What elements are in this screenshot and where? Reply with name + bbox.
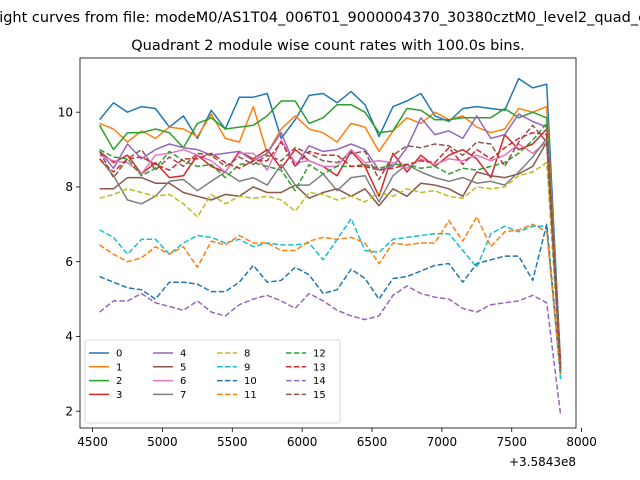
legend-label-15: 15 <box>313 390 326 401</box>
legend-label-11: 11 <box>244 390 257 401</box>
x-tick-label: 5500 <box>217 435 248 449</box>
series-line-7 <box>99 137 562 371</box>
x-axis: 4500 5000 5500 6000 6500 7000 7500 8000 <box>77 428 597 449</box>
legend-label-12: 12 <box>313 349 326 360</box>
series-line-5 <box>99 141 562 374</box>
legend-label-14: 14 <box>313 376 326 387</box>
x-tick-label: 7000 <box>427 435 458 449</box>
series-line-10 <box>99 223 562 374</box>
x-tick-label: 4500 <box>77 435 108 449</box>
y-tick-label: 10 <box>58 105 73 119</box>
series-line-4 <box>99 113 562 367</box>
y-tick-label: 6 <box>65 255 73 269</box>
x-tick-label: 5000 <box>147 435 178 449</box>
series-line-3 <box>99 128 562 374</box>
plot-lines <box>98 77 562 415</box>
series-line-14 <box>99 285 562 415</box>
x-tick-label: 8000 <box>566 435 597 449</box>
legend-label-0: 0 <box>116 349 122 360</box>
legend-label-1: 1 <box>116 362 122 373</box>
y-axis: 2 4 6 8 10 <box>58 105 80 418</box>
series-line-1 <box>99 105 562 369</box>
series-line-8 <box>99 161 562 374</box>
series-line-2 <box>98 100 562 372</box>
legend-label-9: 9 <box>244 362 250 373</box>
legend-label-8: 8 <box>244 349 250 360</box>
x-offset-label: +3.5843e8 <box>509 455 576 469</box>
series-line-15 <box>98 124 562 371</box>
series-line-12 <box>99 122 562 371</box>
legend-box <box>84 339 341 424</box>
x-tick-label: 6500 <box>357 435 388 449</box>
legend-label-2: 2 <box>116 376 122 387</box>
series-line-11 <box>99 216 562 374</box>
y-tick-label: 8 <box>65 180 73 194</box>
plot-frame <box>79 57 577 429</box>
y-tick-label: 2 <box>65 404 73 418</box>
legend-label-13: 13 <box>313 362 326 373</box>
legend-label-7: 7 <box>180 390 186 401</box>
chart-title: Quadrant 2 module wise count rates with … <box>131 38 525 54</box>
series-line-0 <box>99 77 562 365</box>
legend-label-6: 6 <box>180 376 186 387</box>
series-line-6 <box>99 139 562 371</box>
series-line-9 <box>99 217 562 380</box>
x-tick-label: 7500 <box>496 435 527 449</box>
legend-label-10: 10 <box>244 376 257 387</box>
legend-label-4: 4 <box>180 349 186 360</box>
series-line-13 <box>99 131 562 363</box>
y-tick-label: 4 <box>65 330 73 344</box>
legend-label-5: 5 <box>180 362 186 373</box>
figure-suptitle: Plotting light curves from file: modeM0/… <box>0 10 640 26</box>
x-tick-label: 6000 <box>287 435 318 449</box>
legend-label-3: 3 <box>116 390 122 401</box>
